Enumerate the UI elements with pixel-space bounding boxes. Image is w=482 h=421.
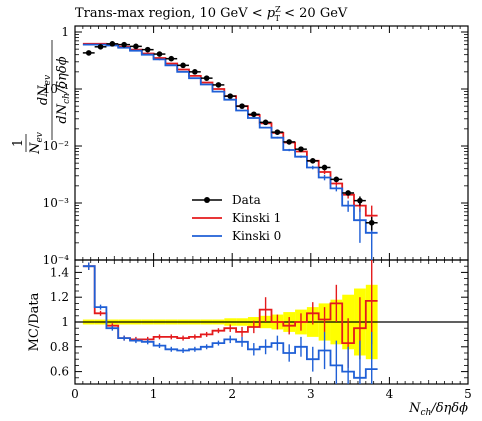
x-axis-label: Nch/δηδϕ	[408, 401, 468, 418]
data-point	[144, 46, 151, 53]
data-point	[156, 51, 163, 57]
legend-label-kinski-1: Kinski 1	[232, 211, 281, 225]
y-tick-label: 1	[61, 25, 69, 39]
ratio-y-tick-label: 1	[61, 315, 69, 329]
data-point	[298, 146, 304, 152]
data-point	[215, 82, 222, 88]
ratio-y-tick-label: 0.6	[50, 365, 69, 379]
legend-item-kinski-1: Kinski 1	[192, 211, 281, 225]
main-ylabel: 1 Nev	[11, 132, 45, 155]
data-point	[180, 62, 186, 69]
axes-layer: 0 1 2 3 4 5 10⁻⁴ 10⁻³ 10⁻² 10⁻¹ 1 0.6 0.8 1 1.2 1.4	[43, 25, 472, 401]
ratio-y-tick-label: 1.2	[50, 290, 69, 304]
data-point	[262, 119, 269, 126]
data-point	[274, 129, 281, 135]
data-point	[227, 93, 234, 99]
svg-text:1: 1	[11, 139, 26, 147]
main-plot-layer	[82, 41, 378, 260]
data-point	[203, 75, 210, 81]
data-point	[121, 41, 127, 48]
y-tick-label: 10⁻¹	[43, 82, 69, 96]
x-tick-label: 2	[228, 387, 236, 401]
ratio-y-tick-label: 0.8	[50, 340, 69, 354]
data-point	[97, 43, 104, 50]
legend: Data Kinski 1 Kinski 0	[192, 193, 281, 243]
legend-item-kinski-0: Kinski 0	[192, 229, 281, 243]
svg-text:dNch/δηδϕ: dNch/δηδϕ	[55, 56, 72, 123]
data-point	[321, 164, 328, 171]
legend-item-data: Data	[192, 193, 261, 207]
series-line-kinski-1	[82, 42, 378, 217]
x-tick-label: 1	[150, 387, 158, 401]
data-point	[345, 190, 351, 196]
y-tick-label: 10⁻³	[43, 196, 70, 210]
data-point	[192, 69, 198, 75]
x-tick-label: 4	[386, 387, 394, 401]
x-tick-label: 5	[464, 387, 472, 401]
data-point	[357, 197, 363, 204]
legend-label-kinski-0: Kinski 0	[232, 229, 281, 243]
y-tick-label: 10⁻²	[43, 139, 70, 153]
x-tick-label: 0	[71, 387, 79, 401]
data-point	[333, 176, 340, 183]
series-line-kinski-0	[82, 43, 378, 234]
legend-label-data: Data	[232, 193, 261, 207]
data-point	[85, 50, 92, 56]
data-point	[239, 103, 245, 109]
data-point	[286, 139, 292, 145]
data-point	[109, 41, 116, 47]
data-point	[133, 43, 139, 50]
ratio-plot-layer	[82, 260, 378, 384]
data-point	[251, 111, 257, 118]
ratio-y-tick-label: 1.4	[50, 265, 69, 279]
y-tick-label: 10⁻⁴	[43, 253, 70, 267]
chart-title: Trans-max region, 10 GeV < pZ T < 20 GeV	[75, 5, 348, 23]
data-point	[309, 157, 316, 164]
data-point	[368, 219, 375, 226]
x-tick-label: 3	[307, 387, 315, 401]
ratio-ylabel: MC/Data	[27, 292, 42, 351]
data-point	[168, 55, 175, 62]
